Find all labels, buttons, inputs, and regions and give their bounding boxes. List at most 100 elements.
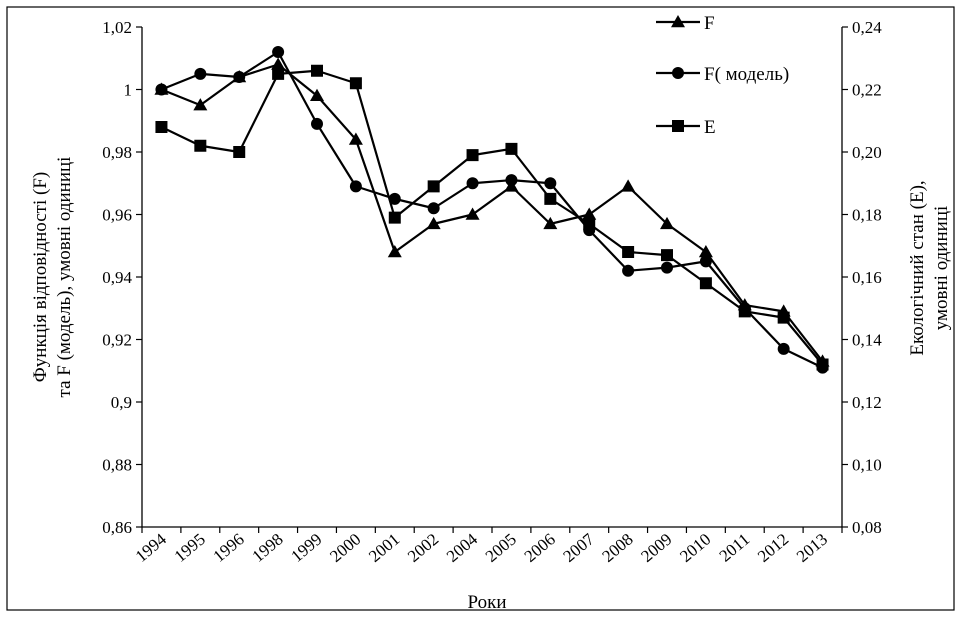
series-circle (155, 46, 829, 374)
x-tick-label: 2011 (716, 530, 754, 566)
data-point (661, 249, 673, 262)
x-tick-label: 2000 (326, 530, 364, 566)
data-point (505, 142, 518, 155)
series-square (155, 64, 829, 371)
x-tick-label: 2007 (560, 529, 599, 566)
legend-marker (672, 67, 684, 79)
y-right-tick-label: 0,20 (852, 143, 882, 162)
x-tick-label: 2010 (676, 530, 714, 566)
data-point (582, 207, 597, 220)
data-point (349, 77, 362, 90)
series-layer (154, 46, 830, 374)
data-point (310, 88, 324, 101)
x-tick-label: 1995 (171, 530, 209, 566)
y-left-title-line1: Функція відповідності (F) (30, 172, 51, 382)
data-point (233, 71, 246, 83)
data-point (543, 216, 558, 230)
x-tick-label: 2002 (404, 530, 442, 566)
data-point (311, 64, 323, 77)
data-point (777, 311, 790, 324)
data-point (388, 192, 401, 205)
data-point (466, 177, 479, 190)
y-right-tick-label: 0,18 (852, 206, 882, 225)
x-axis-title: Роки (468, 592, 507, 613)
x-tick-label: 1998 (248, 530, 286, 566)
legend-marker (671, 15, 685, 28)
y-right-tick-label: 0,12 (852, 393, 882, 412)
data-point (194, 67, 207, 80)
data-point (427, 202, 440, 215)
y-left-tick-label: 0,86 (102, 518, 132, 537)
legend-entry: F( модель) (656, 64, 789, 85)
data-point (661, 261, 673, 274)
legend-label: F( модель) (704, 64, 789, 85)
y-right-tick-label: 0,24 (852, 18, 882, 37)
legend: F F( модель) E (656, 13, 789, 138)
data-point (544, 192, 557, 205)
chart-frame (6, 6, 955, 611)
series-line (160, 69, 824, 366)
data-point (427, 180, 440, 193)
data-point (622, 264, 635, 277)
data-point (193, 98, 208, 111)
legend-marker (672, 120, 684, 132)
legend-label: F (704, 13, 715, 34)
data-point (777, 342, 790, 355)
y-right-tick-label: 0,16 (852, 268, 882, 287)
y-right-tick-label: 0,08 (852, 518, 882, 537)
data-point (544, 177, 557, 190)
y-left-tick-label: 0,9 (111, 393, 132, 412)
x-tick-label: 2001 (365, 530, 403, 566)
data-point (621, 179, 636, 192)
y-left-tick-label: 0,92 (102, 331, 132, 350)
x-tick-label: 1999 (287, 530, 325, 566)
y-left-axis-title: Функція відповідності (F) та F (модель), … (30, 157, 75, 398)
y-right-tick-label: 0,14 (852, 331, 882, 350)
axes-group: 0,86 0,88 0,9 0,92 0,94 0,96 0,98 1 1,02 0,08 0,10… (102, 18, 882, 566)
data-point (155, 83, 168, 96)
data-point (311, 117, 323, 130)
data-point (816, 358, 829, 371)
x-tick-label: 2005 (482, 530, 520, 566)
y-left-tick-label: 0,98 (102, 143, 132, 162)
x-tick-label: 1994 (132, 529, 171, 566)
y-left-tick-label: 1,02 (102, 18, 132, 37)
data-point (233, 146, 246, 158)
y-left-title-line2: та F (модель), умовні одиниці (54, 157, 75, 398)
data-point (426, 216, 441, 230)
y-right-tick-label: 0,10 (852, 456, 882, 475)
data-point (194, 139, 207, 152)
x-tick-label: 2009 (637, 530, 675, 566)
y-left-tick-label: 1 (124, 81, 133, 100)
data-point (271, 57, 286, 70)
x-tick-label: 2008 (598, 530, 636, 566)
data-point (348, 132, 363, 145)
legend-entry: F (656, 13, 715, 34)
legend-label: E (704, 117, 716, 138)
data-point (698, 245, 713, 258)
x-tick-label: 2004 (443, 529, 482, 566)
data-point (583, 217, 596, 230)
data-point (272, 46, 285, 58)
x-tick-label: 2012 (754, 530, 792, 566)
y-left-tick-label: 0,94 (102, 268, 132, 287)
series-line (161, 50, 824, 369)
x-tick-label: 1996 (210, 530, 248, 566)
data-point (699, 255, 712, 268)
data-point (738, 305, 751, 318)
data-point (388, 211, 401, 224)
data-point (505, 174, 518, 187)
data-point (466, 149, 479, 162)
y-right-title-line1: Екологічний стан (Е), (907, 180, 928, 355)
series-triangle (154, 57, 830, 367)
y-right-axis-title: Екологічний стан (Е), умовні одиниці (907, 180, 952, 355)
data-point (465, 207, 480, 220)
data-point (660, 216, 674, 230)
y-right-title-line2: умовні одиниці (931, 206, 952, 331)
data-point (272, 67, 285, 80)
data-point (349, 180, 362, 193)
data-point (387, 245, 402, 258)
data-point (622, 246, 635, 258)
